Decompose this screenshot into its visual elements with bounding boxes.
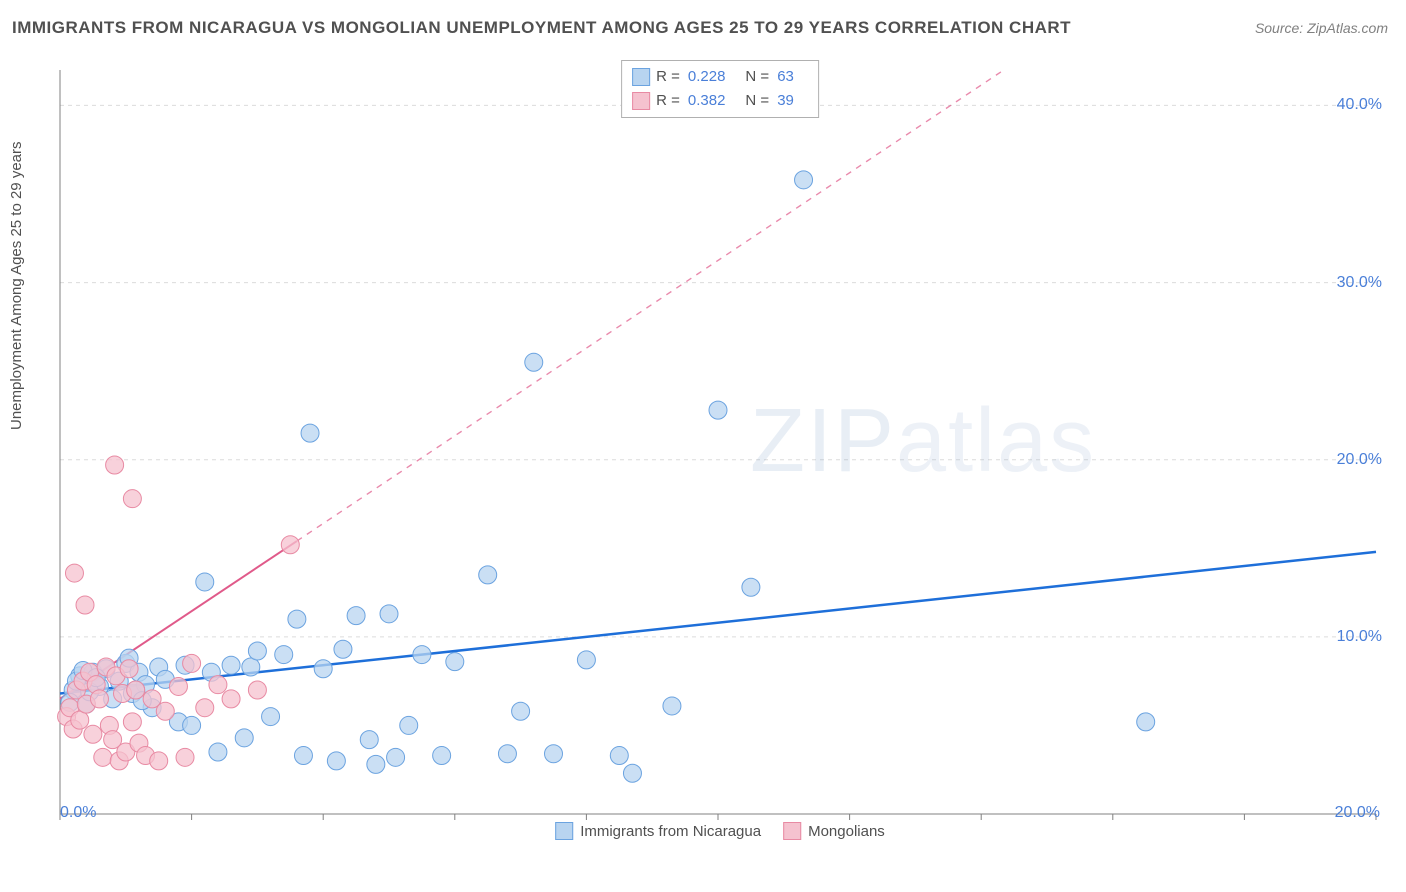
n-label: N = xyxy=(745,65,769,89)
chart-area: ZIPatlas R =0.228N =63R =0.382N =39 Immi… xyxy=(50,60,1390,840)
y-tick-label: 20.0% xyxy=(1337,451,1382,469)
legend-series-label: Immigrants from Nicaragua xyxy=(580,823,761,840)
r-label: R = xyxy=(656,65,680,89)
n-value: 39 xyxy=(777,89,794,113)
scatter-plot xyxy=(50,60,1390,840)
n-label: N = xyxy=(745,89,769,113)
correlation-legend: R = 0.228 N = 63 R = 0.382 N = 39 xyxy=(621,60,819,118)
source-value: ZipAtlas.com xyxy=(1307,20,1388,36)
legend-series-label: Mongolians xyxy=(808,823,885,840)
y-axis-label: Unemployment Among Ages 25 to 29 years xyxy=(8,141,25,430)
source-attribution: Source: ZipAtlas.com xyxy=(1255,20,1388,36)
x-tick-label: 0.0% xyxy=(60,804,96,822)
r-label: R = xyxy=(656,89,680,113)
n-value: 63 xyxy=(777,65,794,89)
y-tick-label: 30.0% xyxy=(1337,274,1382,292)
legend-series-item: Immigrants from Nicaragua xyxy=(555,822,761,840)
r-value: 0.382 xyxy=(688,89,726,113)
source-label: Source: xyxy=(1255,20,1307,36)
y-tick-label: 40.0% xyxy=(1337,96,1382,114)
series-legend: Immigrants from Nicaragua Mongolians xyxy=(555,822,885,840)
x-tick-label: 20.0% xyxy=(1335,804,1380,822)
legend-swatch xyxy=(555,822,573,840)
legend-swatch xyxy=(632,68,650,86)
legend-stat-row: R = 0.228 N = 63 xyxy=(632,65,808,89)
chart-title: IMMIGRANTS FROM NICARAGUA VS MONGOLIAN U… xyxy=(12,18,1071,38)
y-tick-label: 10.0% xyxy=(1337,628,1382,646)
legend-series-item: Mongolians xyxy=(783,822,885,840)
legend-stat-row: R = 0.382 N = 39 xyxy=(632,89,808,113)
legend-swatch xyxy=(632,92,650,110)
legend-swatch xyxy=(783,822,801,840)
r-value: 0.228 xyxy=(688,65,726,89)
